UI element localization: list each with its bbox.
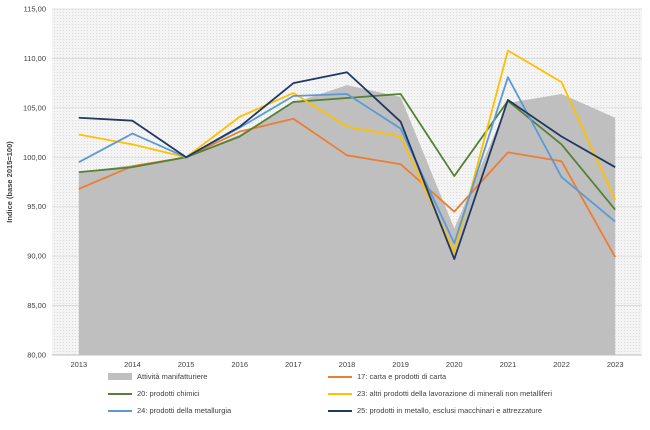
x-tick-label: 2019 (392, 360, 409, 369)
area-series (78, 85, 616, 356)
legend-label: 24: prodotti della metallurgia (137, 406, 232, 415)
x-tick-label: 2018 (339, 360, 356, 369)
y-tick-label: 110,00 (24, 54, 46, 63)
legend-label: 23: altri prodotti della lavorazione di … (357, 389, 553, 398)
y-axis-label: Indice (base 2015=100) (5, 141, 14, 223)
x-tick-label: 2013 (70, 360, 87, 369)
legend-swatch (108, 409, 132, 412)
legend-swatch (108, 373, 132, 380)
legend-item: 23: altri prodotti della lavorazione di … (328, 389, 552, 398)
x-tick-label: 2014 (124, 360, 141, 369)
x-tick-label: 2017 (285, 360, 302, 369)
legend-item: 17: carta e prodotti di carta (328, 372, 446, 381)
legend-item: 20: prodotti chimici (108, 389, 200, 398)
x-tick-label: 2016 (231, 360, 248, 369)
y-tick-label: 85,00 (27, 301, 46, 310)
x-tick-label: 2015 (178, 360, 195, 369)
line-series-group (78, 49, 617, 261)
legend-item: 24: prodotti della metallurgia (108, 406, 231, 415)
legend-swatch (108, 392, 132, 395)
y-tick-label: 115,00 (24, 5, 46, 14)
legend-item: Attività manifatturiere (108, 372, 207, 381)
x-tick-label: 2023 (607, 360, 624, 369)
y-tick-label: 105,00 (23, 103, 46, 112)
legend-label: 25: prodotti in metallo, esclusi macchin… (357, 406, 543, 415)
y-tick-label: 80,00 (27, 351, 46, 360)
x-tick-label: 2020 (446, 360, 463, 369)
series-line-3 (78, 49, 617, 254)
y-tick-label: 95,00 (27, 202, 46, 211)
series-line-2 (78, 93, 616, 211)
y-tick-label: 100,00 (23, 153, 46, 162)
legend-swatch (328, 392, 352, 395)
legend-label: Attività manifatturiere (137, 372, 208, 381)
series-line-5 (78, 71, 616, 261)
legend-label: 17: carta e prodotti di carta (357, 372, 447, 381)
legend-item: 25: prodotti in metallo, esclusi macchin… (328, 406, 542, 415)
x-tick-label: 2022 (553, 360, 570, 369)
legend-label: 20: prodotti chimici (137, 389, 200, 398)
axes: 80,00 85,00 90,00 95,00 100,00 105,00 110,00 11… (23, 5, 642, 369)
area-attivita-manifatturiere (78, 85, 616, 356)
y-tick-label: 90,00 (27, 252, 46, 261)
legend-swatch (328, 409, 352, 412)
x-tick-label: 2021 (500, 360, 517, 369)
series-line-4 (78, 76, 616, 245)
legend-swatch (328, 375, 352, 378)
